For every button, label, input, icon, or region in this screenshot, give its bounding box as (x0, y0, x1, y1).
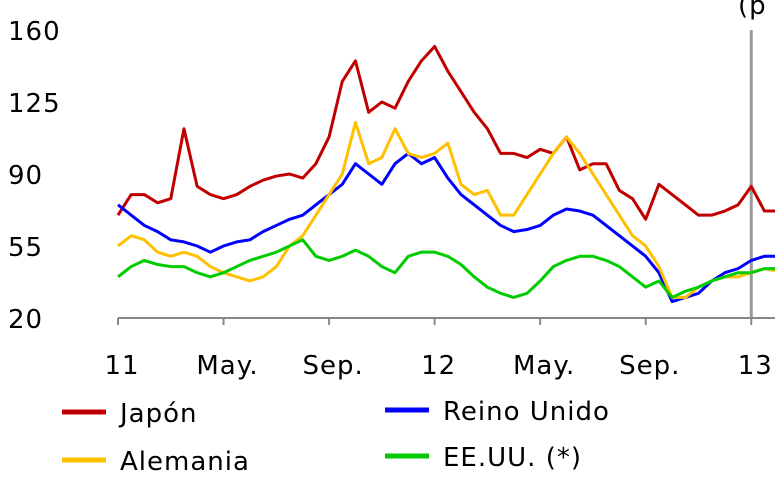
x-tick-label: 12 (421, 351, 456, 381)
x-tick-label: Sep. (302, 351, 363, 381)
series-line (116, 44, 775, 221)
x-tick-label: May. (196, 351, 258, 381)
x-tick-label: May. (513, 351, 575, 381)
legend-label: Alemania (120, 447, 250, 476)
x-tick-label: 11 (104, 351, 139, 381)
legend-label: Japón (118, 399, 198, 429)
legend-label: EE.UU. (*) (443, 443, 582, 473)
y-tick-label: 55 (8, 233, 43, 263)
x-tick-label: 13 (738, 351, 773, 381)
y-tick-label: 90 (8, 161, 43, 191)
annotation: (p (738, 0, 767, 21)
y-tick-label: 160 (8, 17, 61, 47)
series-line (117, 151, 775, 304)
y-tick-label: 20 (8, 305, 43, 335)
series-line (117, 121, 776, 299)
legend-label: Reino Unido (443, 397, 610, 427)
y-tick-label: 125 (8, 89, 61, 119)
series-line (117, 238, 775, 299)
x-tick-label: Sep. (619, 351, 680, 381)
